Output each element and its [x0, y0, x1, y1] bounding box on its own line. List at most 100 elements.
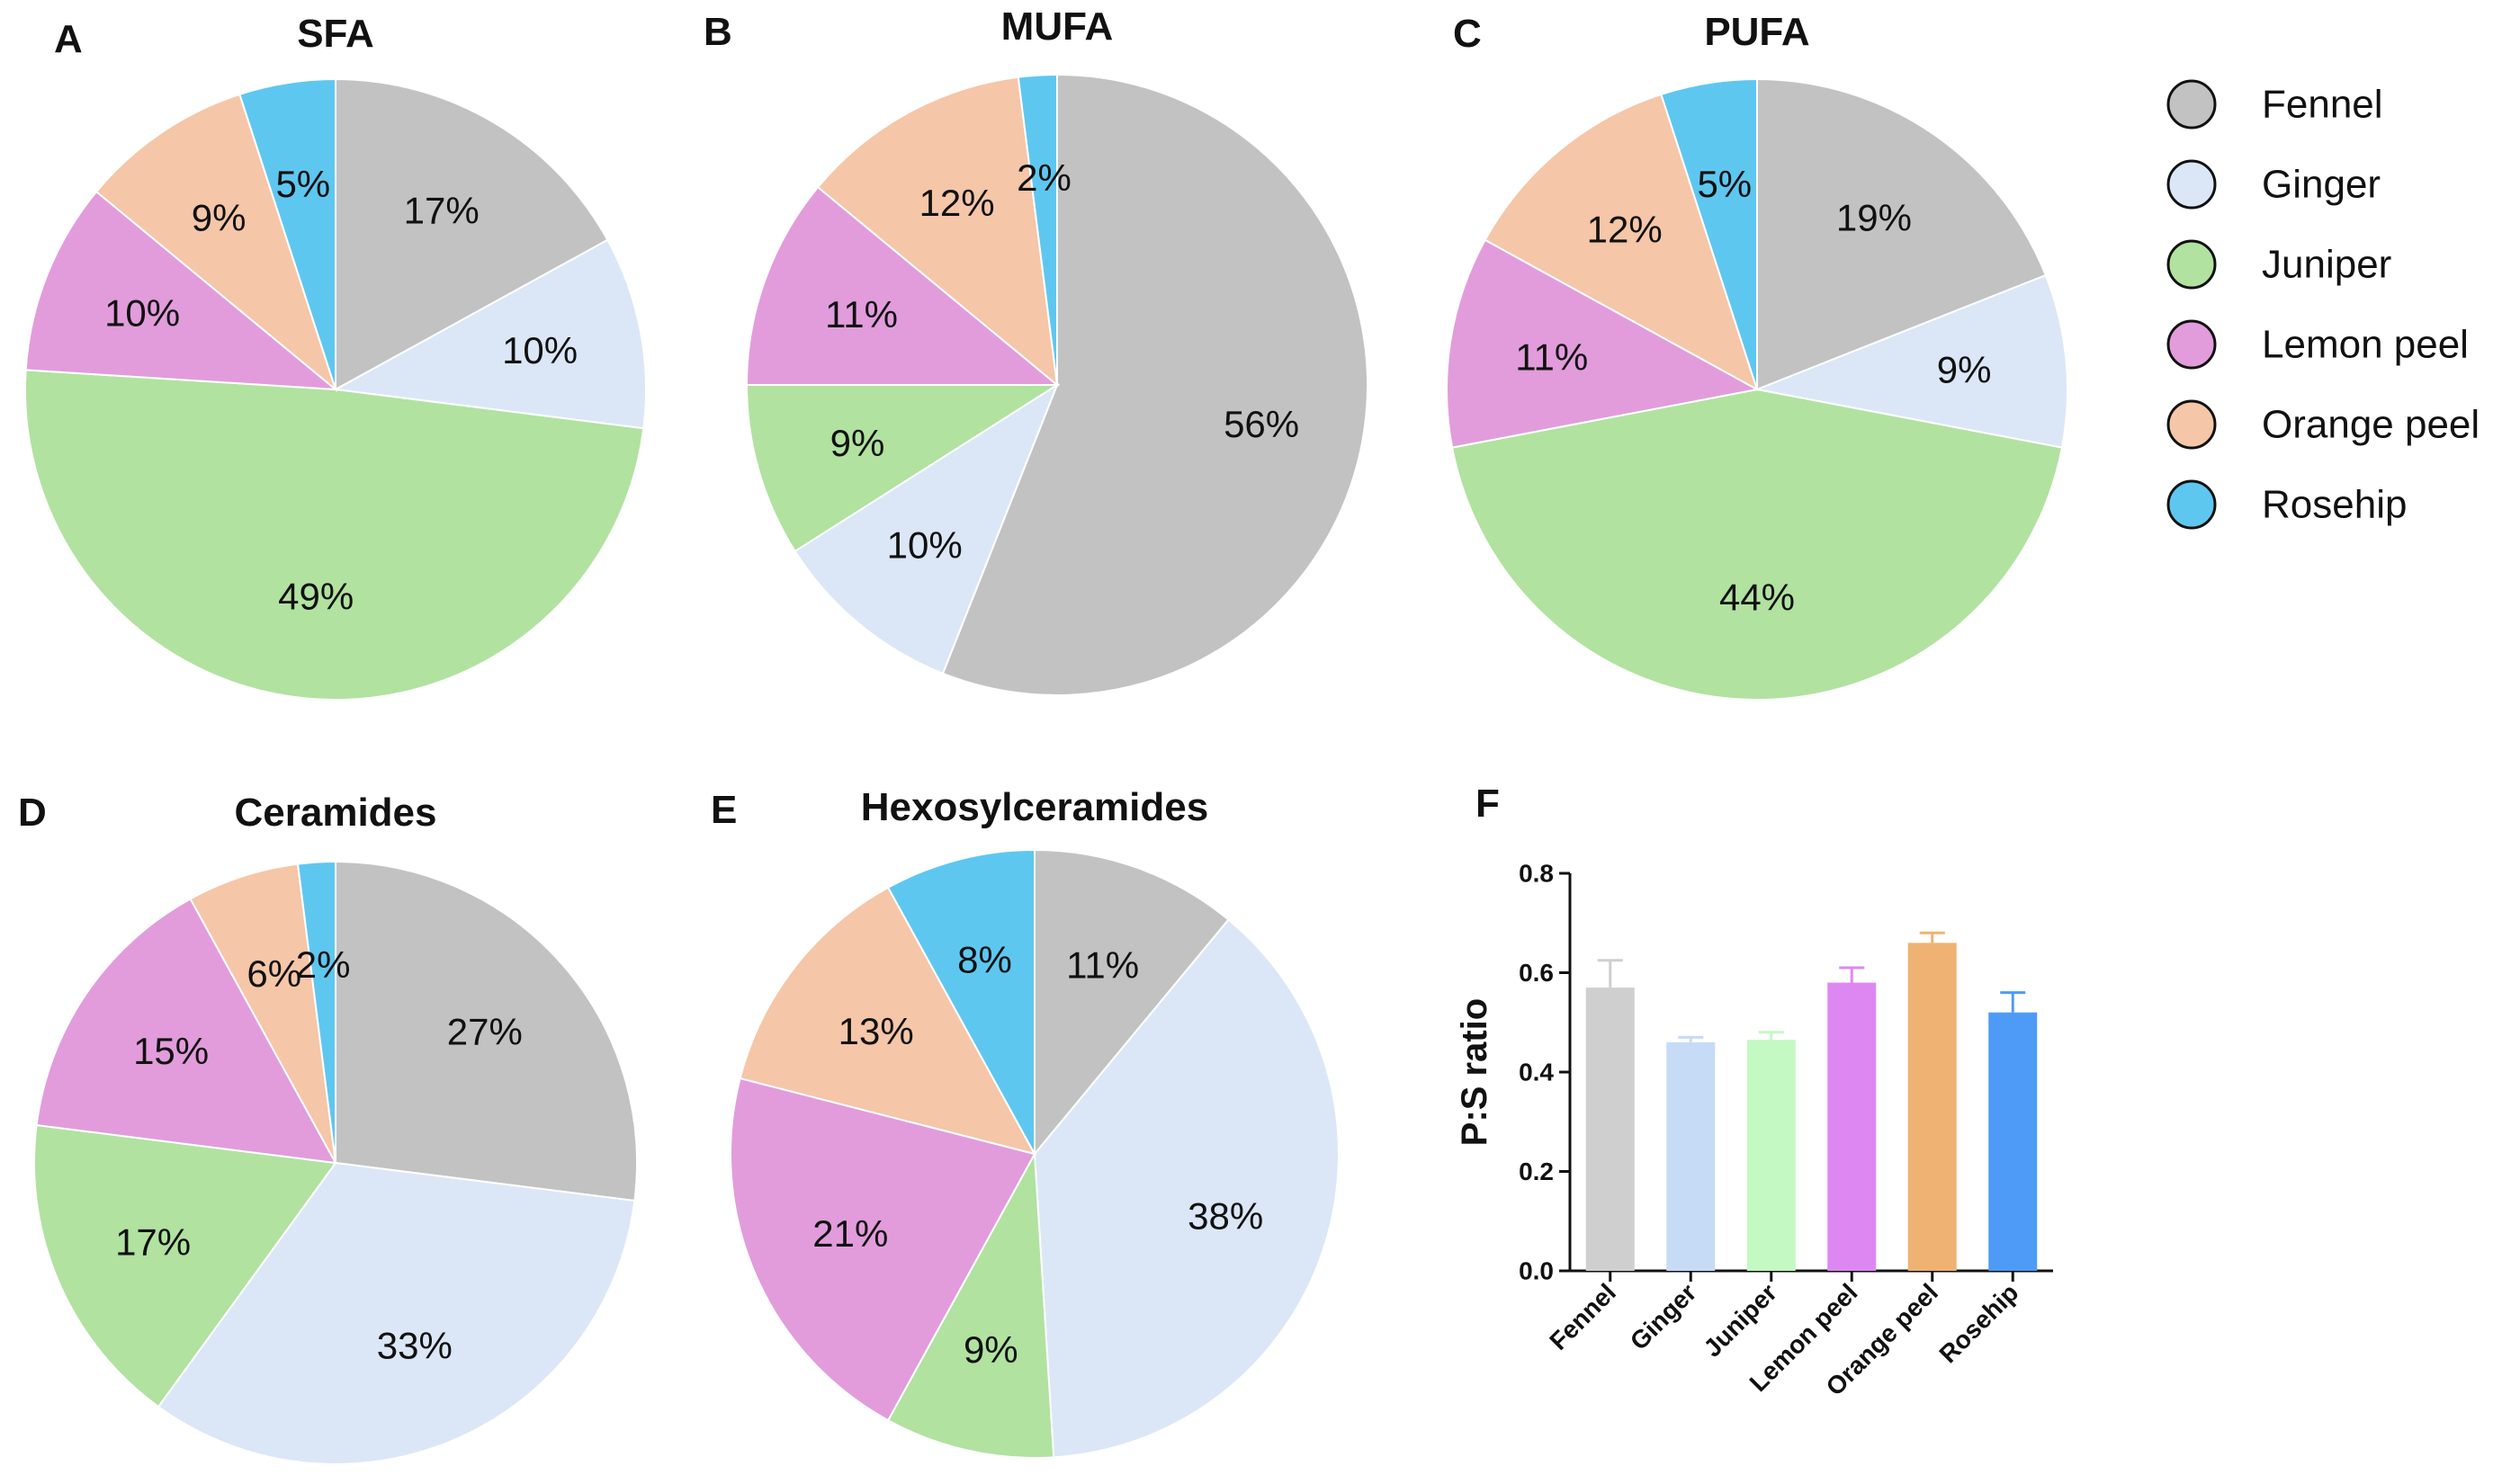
slice-label-fennel: 56%	[1224, 403, 1299, 445]
slice-label-fennel: 27%	[447, 1010, 523, 1052]
slice-label-fennel: 17%	[404, 190, 480, 232]
slice-label-ginger: 38%	[1188, 1194, 1263, 1237]
pie-slice-juniper	[24, 369, 645, 701]
pie-slice-rosehip	[886, 848, 1036, 1155]
bar-chart-ps-ratio: F 0.0 0.2 0.4 0.6 0.8 P:S ratio Fennel GingerJun…	[1455, 782, 2053, 1401]
bar-orange-peel	[1907, 943, 1957, 1271]
slice-label-lemon-peel: 11%	[1515, 335, 1588, 378]
pie-chart-pufa: C PUFA 19% 9% 44% 11% 12% 5%	[1446, 10, 2068, 702]
legend-label-fennel: Fennel	[2262, 83, 2383, 127]
panel-letter: A	[54, 17, 83, 61]
slice-label-orange-peel: 6%	[247, 952, 301, 995]
y-tick-label: 0.2	[1519, 1158, 1554, 1185]
legend-item-lemon-peel: Lemon peel	[2166, 319, 2469, 370]
pie-title: Ceramides	[234, 791, 436, 835]
legend-swatch-lemon-peel	[2166, 319, 2217, 370]
slice-label-ginger: 9%	[1937, 349, 1992, 391]
pie-slice-lemon-peel	[730, 1077, 1036, 1422]
pie-slice-lemon-peel	[745, 185, 1060, 386]
pie-chart-ceramides: D Ceramides 27% 33% 17% 15% 6%2%	[18, 791, 638, 1466]
slice-label-juniper: 17%	[115, 1220, 191, 1263]
pie-slice-juniper	[745, 384, 1061, 553]
legend-item-ginger: Ginger	[2166, 159, 2381, 210]
pie-chart-hexosylceramides: E Hexosylceramides 11% 38% 9% 21% 13% 8%	[711, 785, 1340, 1459]
slice-label-lemon-peel: 21%	[812, 1212, 888, 1255]
pie-slice-orange-peel	[1484, 93, 1759, 392]
slice-label-lemon-peel: 10%	[104, 291, 180, 334]
x-tick-label-juniper: Juniper	[1699, 1278, 1783, 1363]
pie-slice-juniper	[1450, 388, 2064, 702]
legend-swatch-juniper	[2166, 239, 2217, 290]
pie-slice-orange-peel	[94, 93, 338, 392]
y-tick-label: 0.6	[1519, 959, 1554, 987]
pie-title: MUFA	[1001, 4, 1114, 49]
legend-item-orange-peel: Orange peel	[2166, 399, 2480, 450]
slice-label-juniper: 44%	[1719, 577, 1795, 619]
pie-slice-ginger	[332, 238, 648, 430]
pie-title: Hexosylceramides	[861, 785, 1208, 829]
slice-label-lemon-peel: 11%	[825, 293, 898, 335]
pie-slice-fennel	[1034, 848, 1230, 1157]
slice-label-lemon-peel: 15%	[133, 1030, 209, 1072]
pie-slice-fennel	[335, 77, 609, 391]
pie-slice-rosehip	[296, 860, 336, 1164]
slice-label-rosehip: 2%	[1017, 156, 1072, 199]
pie-slice-ginger	[794, 382, 1060, 675]
legend-label-lemon-peel: Lemon peel	[2262, 323, 2469, 367]
pie-slice-orange-peel	[739, 886, 1036, 1156]
y-tick-label: 0.8	[1519, 860, 1554, 888]
pie-slice-fennel	[335, 860, 638, 1202]
y-axis-title: P:S ratio	[1455, 998, 1494, 1146]
slice-label-ginger: 10%	[502, 329, 578, 371]
pie-slice-orange-peel	[816, 76, 1059, 388]
panel-letter: C	[1453, 12, 1482, 56]
legend-item-rosehip: Rosehip	[2166, 479, 2407, 530]
legend-item-juniper: Juniper	[2166, 239, 2391, 290]
legend-swatch-fennel	[2166, 79, 2217, 130]
slice-label-rosehip: 5%	[1697, 163, 1752, 205]
panel-letter: F	[1475, 782, 1500, 826]
slice-label-orange-peel: 13%	[838, 1010, 914, 1052]
pie-slice-lemon-peel	[24, 190, 339, 391]
legend-label-juniper: Juniper	[2262, 243, 2391, 287]
slice-label-rosehip: 5%	[275, 163, 330, 205]
y-tick-label: 0.0	[1519, 1257, 1554, 1285]
pie-slice-rosehip	[238, 77, 336, 390]
pie-slice-lemon-peel	[35, 898, 337, 1165]
slice-label-juniper: 9%	[830, 422, 885, 464]
slice-label-orange-peel: 12%	[1587, 208, 1663, 250]
slice-label-juniper: 9%	[964, 1328, 1018, 1371]
x-tick-label-ginger: Ginger	[1625, 1278, 1702, 1355]
pie-slice-ginger	[1033, 918, 1340, 1459]
y-tick-label: 0.4	[1519, 1059, 1554, 1086]
pie-slice-juniper	[33, 1123, 337, 1408]
pie-slice-ginger	[1753, 273, 2068, 449]
pie-slice-lemon-peel	[1446, 238, 1760, 449]
legend: Fennel Ginger Juniper Lemon peel Orange peel…	[2166, 79, 2480, 530]
panel-letter: D	[18, 791, 47, 835]
pie-slice-orange-peel	[189, 863, 336, 1164]
legend-swatch-rosehip	[2166, 479, 2217, 530]
pie-slice-fennel	[941, 73, 1368, 696]
pie-title: SFA	[297, 12, 374, 56]
pie-slice-rosehip	[1017, 73, 1058, 386]
legend-label-rosehip: Rosehip	[2262, 483, 2407, 527]
legend-swatch-ginger	[2166, 159, 2217, 210]
slice-label-fennel: 19%	[1836, 196, 1912, 238]
x-tick-label-rosehip: Rosehip	[1933, 1278, 2023, 1368]
pie-slice-juniper	[886, 1150, 1055, 1459]
pie-chart-sfa: A SFA 17% 10% 49% 10% 9% 5%	[24, 12, 648, 701]
legend-swatch-orange-peel	[2166, 399, 2217, 450]
pie-slice-rosehip	[1660, 77, 1758, 390]
panel-letter: E	[711, 788, 737, 832]
bar-lemon-peel	[1827, 982, 1877, 1271]
legend-label-ginger: Ginger	[2262, 163, 2381, 207]
slice-label-rosehip: 2%	[296, 943, 351, 986]
slice-label-ginger: 33%	[377, 1324, 453, 1366]
panel-letter: B	[704, 10, 732, 54]
bar-fennel	[1585, 988, 1635, 1271]
pie-slice-ginger	[157, 1161, 636, 1466]
pie-slice-fennel	[1756, 77, 2048, 391]
slice-label-juniper: 49%	[278, 576, 354, 618]
